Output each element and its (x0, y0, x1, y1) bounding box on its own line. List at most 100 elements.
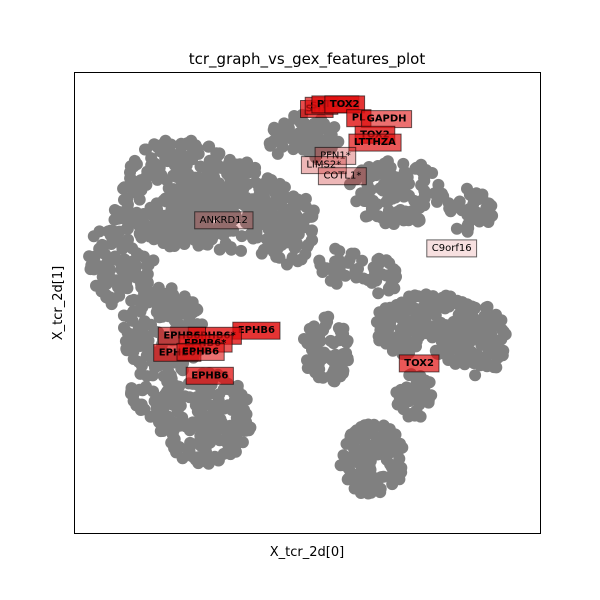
data-point (134, 228, 147, 241)
data-point (450, 222, 463, 235)
data-point (387, 218, 400, 230)
data-point (204, 209, 217, 222)
data-point (186, 296, 199, 309)
data-point (178, 390, 191, 403)
data-point (227, 198, 240, 211)
gene-label-box (314, 146, 357, 165)
data-point (389, 428, 402, 441)
data-point (213, 388, 226, 401)
data-point (125, 173, 138, 186)
gene-label: TOX2 (398, 354, 440, 373)
chart-title: tcr_graph_vs_gex_features_plot (189, 50, 426, 69)
data-point (447, 315, 460, 328)
data-point (255, 247, 268, 260)
data-point (463, 188, 476, 201)
data-point (341, 352, 354, 365)
data-point (90, 279, 102, 292)
data-point (118, 193, 130, 206)
data-point (462, 222, 475, 235)
gene-label-text: EPHB6 (182, 346, 219, 357)
data-point (176, 294, 189, 307)
data-point (464, 350, 477, 363)
data-point (410, 335, 423, 348)
data-point (230, 158, 243, 171)
gene-label-box (398, 354, 440, 373)
data-point (328, 121, 341, 134)
data-point (121, 310, 134, 323)
data-point (188, 171, 201, 184)
data-point (368, 264, 381, 277)
data-point (146, 369, 159, 382)
data-point (448, 296, 461, 309)
data-point (286, 251, 299, 264)
data-point (395, 296, 408, 309)
data-point (168, 191, 180, 204)
gene-label: EPHB6 (176, 342, 225, 361)
data-point (212, 197, 224, 210)
data-point (231, 382, 244, 395)
data-point (209, 400, 222, 413)
data-point (463, 313, 476, 326)
data-point (492, 351, 505, 364)
data-point (379, 425, 392, 438)
data-point (252, 198, 264, 211)
data-point (93, 225, 106, 238)
gene-label-box (348, 133, 402, 152)
gene-label: GAPDH (361, 110, 413, 129)
data-point (235, 244, 247, 257)
data-point (370, 169, 383, 182)
gene-label-text: TOX2 (404, 358, 434, 369)
gene-label-box (176, 342, 225, 361)
data-point (267, 181, 279, 194)
data-point (325, 353, 338, 366)
data-point (327, 337, 340, 350)
data-point (133, 193, 146, 206)
data-point (113, 289, 126, 302)
gene-label-text: LTTHZA (354, 137, 396, 148)
data-point (170, 158, 183, 171)
data-point (320, 262, 333, 275)
data-point (168, 314, 181, 327)
data-point (348, 247, 361, 260)
data-point (275, 238, 288, 251)
data-point (169, 379, 182, 392)
gene-label: ANKRD12 (194, 211, 254, 230)
data-point (248, 229, 261, 242)
data-point (140, 380, 152, 393)
data-point (194, 232, 207, 245)
data-point (244, 421, 257, 434)
gene-label-text: ANKRD12 (200, 215, 248, 226)
data-point (207, 229, 220, 242)
data-point (463, 335, 476, 348)
data-point (342, 256, 355, 269)
data-point (156, 288, 169, 301)
data-point (225, 175, 238, 188)
gene-label: C9orf16 (426, 239, 478, 258)
data-point (188, 451, 201, 464)
gene-label-text: PL (352, 113, 366, 124)
data-point (126, 161, 139, 174)
data-point (105, 238, 118, 250)
data-point (230, 210, 242, 223)
data-point (194, 160, 207, 173)
gene-label: PFN1* (314, 146, 357, 165)
data-point (301, 337, 314, 350)
data-point (471, 206, 484, 219)
data-point (381, 155, 394, 168)
gene-label-text: GAPDH (367, 114, 407, 125)
data-point (362, 418, 375, 431)
data-point (184, 190, 197, 202)
data-point (371, 253, 384, 266)
data-point (268, 121, 281, 134)
data-point (148, 138, 161, 151)
data-point (346, 473, 359, 486)
data-point (260, 233, 273, 246)
data-points (83, 108, 512, 500)
data-point (131, 397, 144, 410)
data-point (126, 338, 139, 351)
data-point (181, 225, 194, 237)
data-point (332, 322, 345, 335)
data-point (406, 291, 419, 304)
gene-label-text: EPHB6 (191, 370, 228, 381)
